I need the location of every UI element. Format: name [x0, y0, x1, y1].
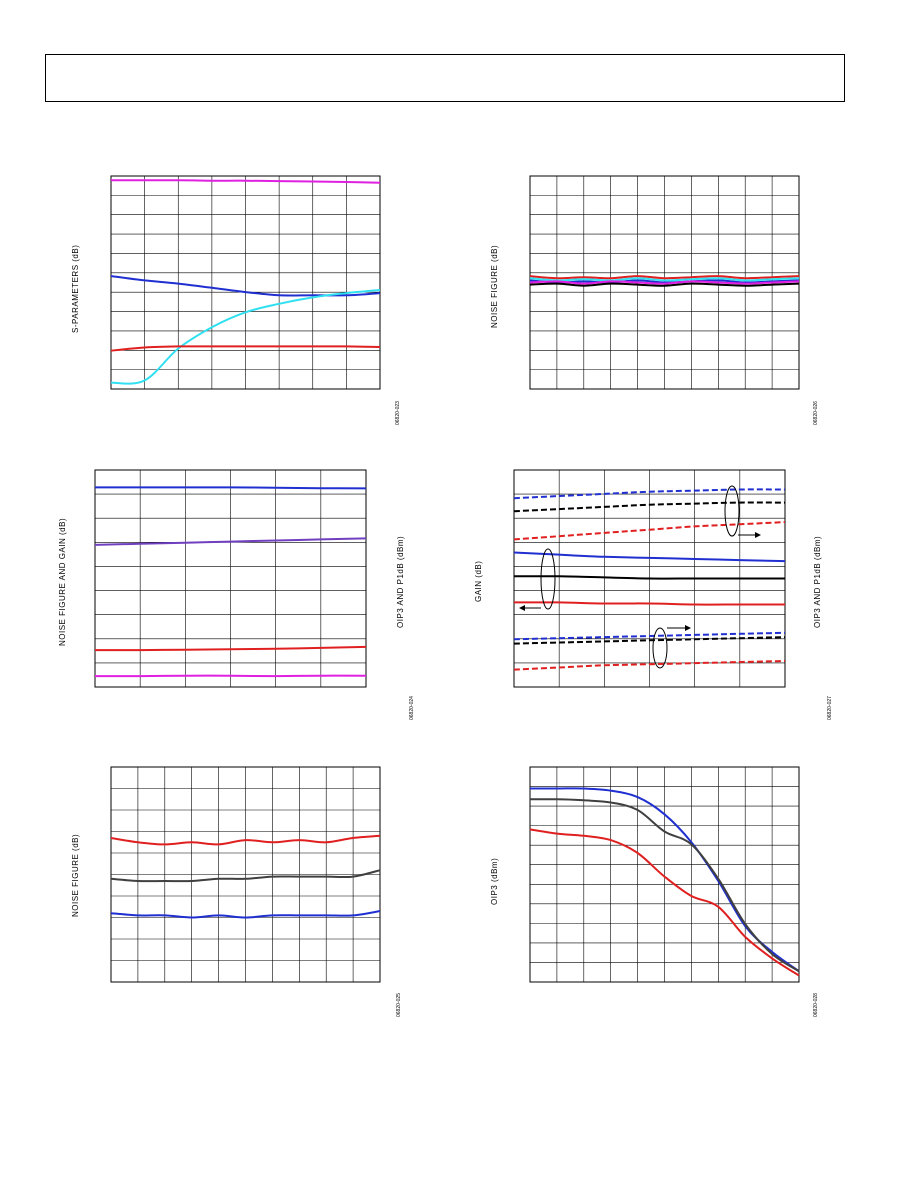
series-line-8 [513, 636, 786, 645]
figure-5-id: 06820-025 [396, 993, 402, 1017]
figure-2-id: 06820-026 [813, 401, 819, 425]
series-line-3 [529, 282, 800, 287]
series-line-2 [110, 275, 381, 297]
series-line-4 [529, 277, 800, 282]
plot-frame [529, 766, 800, 983]
figure-1-ylabel: S-PARAMETERS (dB) [71, 244, 80, 333]
series-line-6 [513, 601, 785, 606]
figure-6-plot [529, 766, 800, 983]
series-line-2 [94, 537, 367, 546]
page-header-box [45, 54, 845, 102]
series-line-3 [513, 521, 786, 541]
figure-3-ylabel: NOISE FIGURE AND GAIN (dB) [58, 517, 67, 646]
figure-6-id: 06820-028 [813, 993, 819, 1017]
figure-4-plot [513, 469, 786, 688]
series-line-7 [513, 631, 786, 641]
figure-3-plot [94, 469, 367, 688]
plot-frame [513, 469, 786, 688]
series-line-2 [513, 501, 786, 513]
series-line-1 [110, 179, 381, 184]
series-line-5 [529, 280, 800, 285]
figure-3-right-ylabel: OIP3 AND P1dB (dBm) [396, 535, 405, 628]
figure-4-ylabel: GAIN (dB) [474, 560, 483, 602]
series-line-4 [110, 345, 381, 352]
figure-4-id: 06820-027 [827, 696, 833, 720]
plot-frame [110, 175, 381, 390]
grouping-ellipse [652, 627, 668, 669]
series-line-9 [513, 660, 786, 671]
plot-frame [94, 469, 367, 688]
figure-2-ylabel: NOISE FIGURE (dB) [490, 244, 499, 328]
series-line-3 [94, 645, 367, 652]
series-line-1 [529, 275, 800, 280]
figure-2-plot [529, 175, 800, 390]
series-line-1 [110, 834, 381, 846]
series-line-1 [530, 787, 800, 973]
chart-annotations [519, 485, 761, 669]
plot-frame [529, 175, 800, 390]
plot-frame [110, 766, 381, 983]
grouping-ellipse [724, 485, 740, 537]
figure-4-right-ylabel: OIP3 AND P1dB (dBm) [813, 535, 822, 628]
series-line-1 [513, 488, 786, 500]
figure-1-id: 06820-023 [395, 401, 401, 425]
figure-6-ylabel: OIP3 (dBm) [490, 857, 499, 905]
figure-1-plot [110, 175, 381, 390]
figure-5-ylabel: NOISE FIGURE (dB) [71, 833, 80, 917]
series-line-5 [513, 575, 785, 580]
figure-5-plot [110, 766, 381, 983]
series-line-3 [110, 289, 381, 385]
grouping-ellipse [540, 548, 556, 610]
figure-3-id: 06820-024 [409, 696, 415, 720]
series-line-3 [110, 910, 381, 919]
series-line-4 [94, 674, 367, 678]
series-line-2 [110, 869, 381, 883]
series-line-2 [529, 798, 800, 973]
series-line-4 [513, 551, 786, 563]
series-line-3 [529, 828, 800, 977]
series-line-1 [95, 486, 367, 490]
series-line-2 [529, 279, 800, 284]
